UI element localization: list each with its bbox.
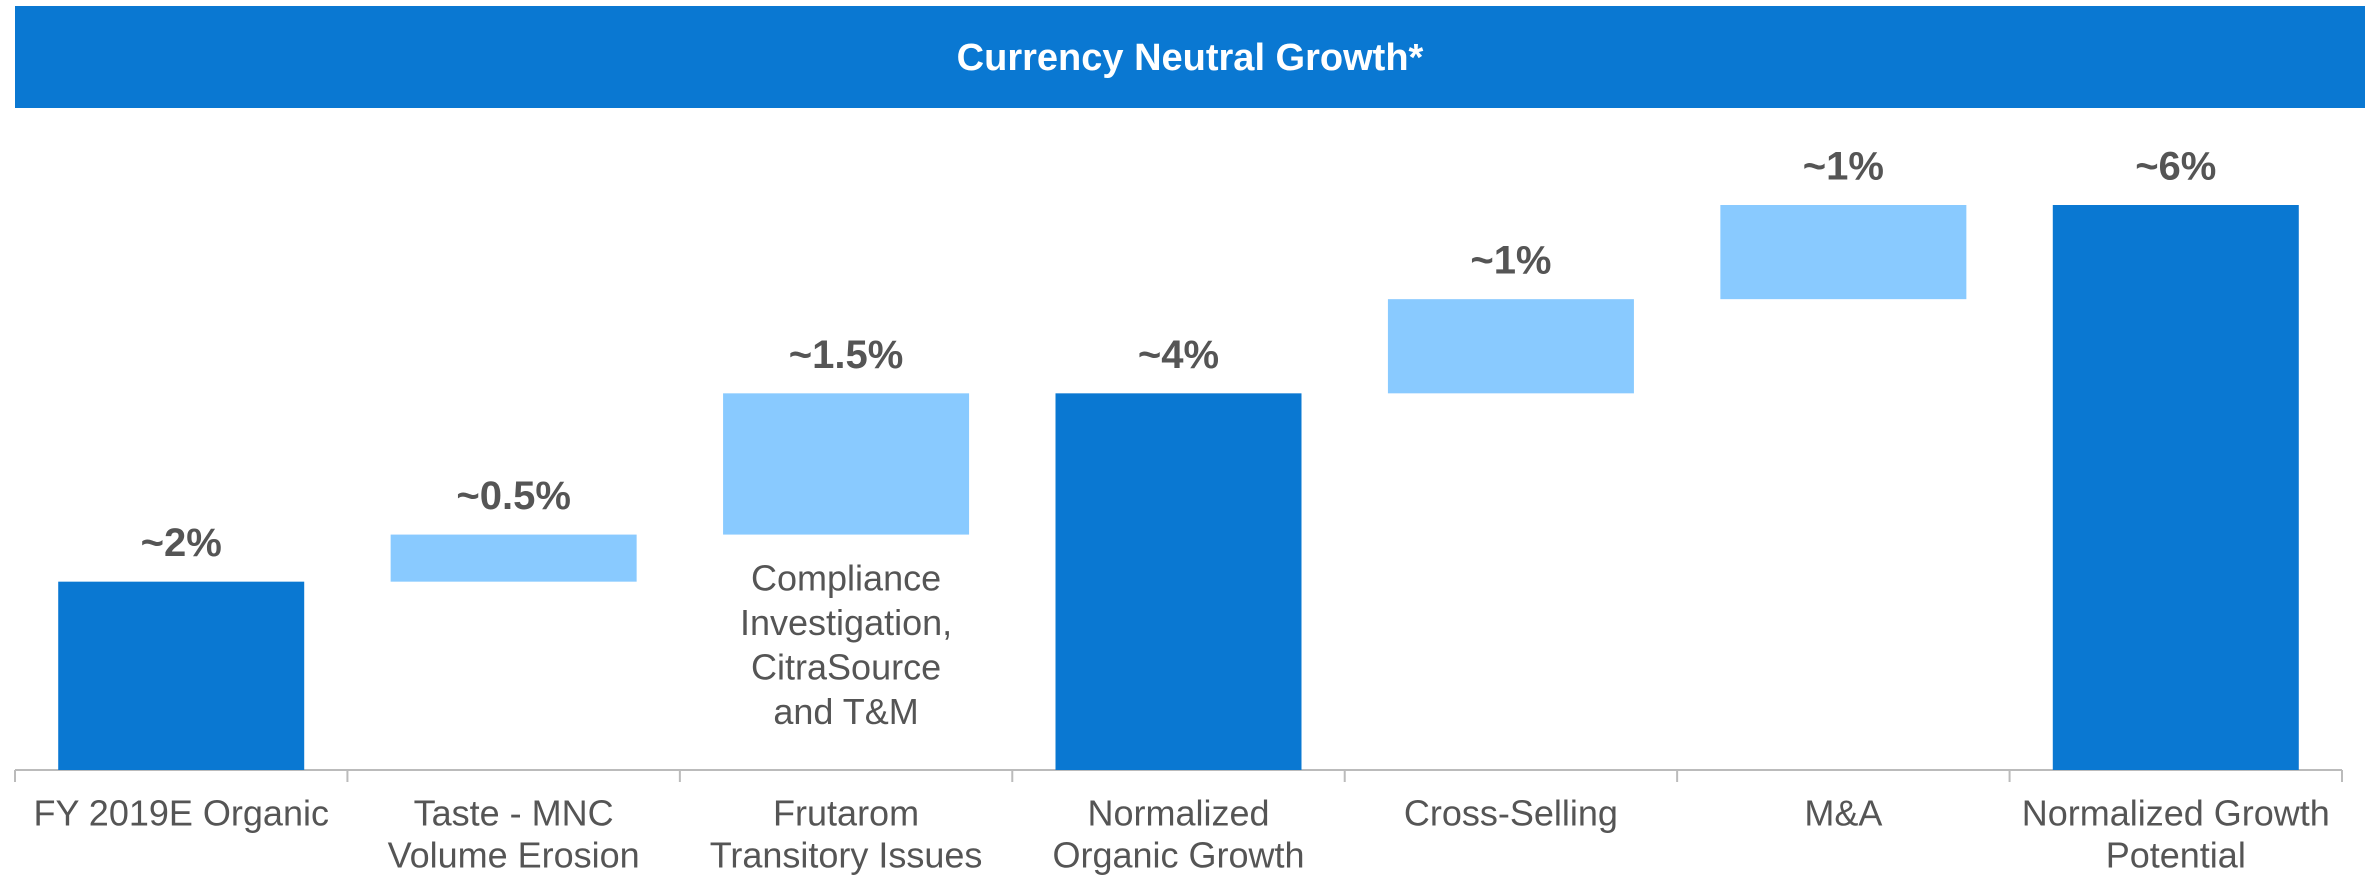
value-label: ~6%	[2135, 145, 2216, 189]
x-tick-label: Normalized	[1087, 793, 1269, 834]
x-tick-label: FY 2019E Organic	[33, 793, 329, 834]
x-tick-label: Transitory Issues	[710, 835, 983, 876]
bar	[723, 393, 970, 535]
annotation: Investigation,	[740, 602, 952, 643]
annotation: Compliance	[751, 558, 941, 599]
value-label: ~1%	[1470, 239, 1551, 283]
bar	[1720, 205, 1967, 300]
bar	[390, 534, 637, 582]
value-label: ~2%	[141, 521, 222, 565]
annotation: CitraSource	[751, 647, 941, 688]
header-bar	[15, 6, 2365, 108]
value-label: ~1%	[1803, 145, 1884, 189]
bar	[58, 581, 305, 770]
annotation: and T&M	[773, 691, 918, 732]
x-tick-label: Potential	[2106, 835, 2246, 876]
value-label: ~1.5%	[789, 333, 904, 377]
x-tick-label: Organic Growth	[1052, 835, 1304, 876]
value-label: ~4%	[1138, 333, 1219, 377]
x-tick-label: Frutarom	[773, 793, 919, 834]
x-tick-label: Cross-Selling	[1404, 793, 1618, 834]
bar	[2052, 205, 2299, 770]
bar	[1387, 299, 1634, 394]
x-tick-label: M&A	[1804, 793, 1882, 834]
value-label: ~0.5%	[456, 474, 571, 518]
x-tick-label: Volume Erosion	[388, 835, 640, 876]
x-tick-label: Normalized Growth	[2022, 793, 2330, 834]
chart-title: Currency Neutral Growth*	[957, 37, 1424, 79]
bar	[1055, 393, 1302, 770]
x-tick-label: Taste - MNC	[414, 793, 614, 834]
